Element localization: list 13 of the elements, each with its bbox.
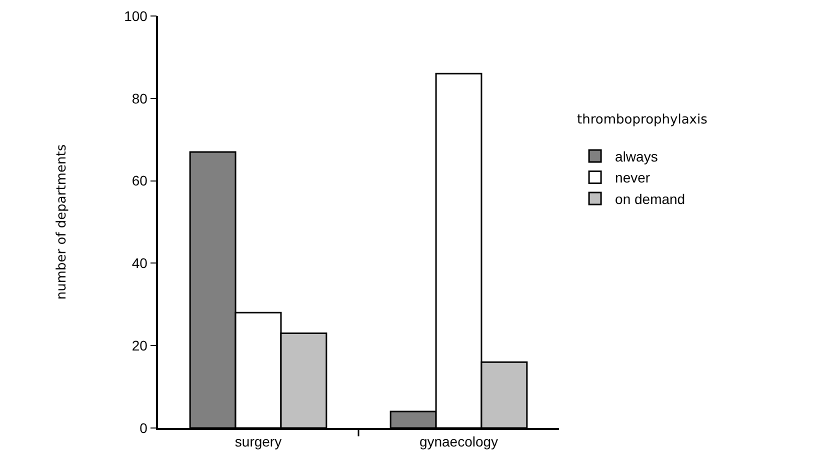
legend-label: never [615,170,650,186]
y-tick-label: 100 [124,8,148,24]
y-tick-label: 40 [132,255,148,272]
y-tick-label: 20 [132,338,148,354]
x-tick-label: gynaecology [419,434,498,450]
legend-title: thromboprophylaxis [577,112,708,128]
y-axis-title: number of departments [54,144,70,300]
y-tick-label: 80 [132,90,148,106]
x-tick-label: surgery [234,434,282,450]
legend-label: always [615,148,658,164]
y-tick-label: 60 [132,172,148,189]
legend-label: on demand [615,190,686,207]
y-tick-label: 0 [140,420,148,436]
